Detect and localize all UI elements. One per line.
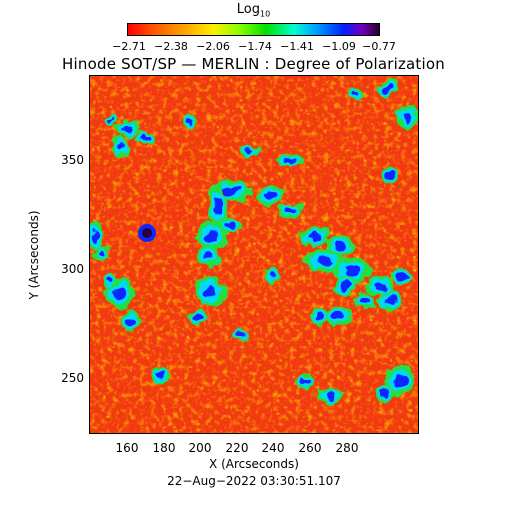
y-axis-label: Y (Arcseconds) (27, 210, 41, 300)
network-patch (186, 118, 194, 124)
network-patch (384, 296, 396, 306)
network-patch (202, 251, 214, 261)
x-tick-label: 180 (152, 441, 176, 455)
network-patch (316, 255, 334, 267)
network-patch (155, 372, 165, 380)
network-patch (397, 272, 407, 280)
colorbar-tick-label: −1.74 (238, 40, 272, 53)
network-patch (344, 265, 360, 277)
network-patch (98, 250, 106, 258)
colorbar-tick-label: −1.41 (280, 40, 314, 53)
network-patch (140, 135, 150, 141)
timestamp: 22−Aug−2022 03:30:51.107 (167, 474, 341, 488)
network-patch (236, 333, 244, 339)
network-patch (315, 312, 325, 320)
network-patch (107, 118, 113, 124)
x-tick-label: 260 (298, 441, 322, 455)
network-patch (213, 197, 223, 215)
colorbar-tick-label: −0.77 (362, 40, 396, 53)
network-patch (245, 148, 255, 154)
network-patch (116, 141, 124, 151)
network-patch (340, 281, 350, 291)
y-tick-label: 350 (61, 153, 84, 167)
colorbar-tick-label: −2.71 (112, 40, 146, 53)
network-patch (383, 84, 393, 92)
x-tick-label: 200 (188, 441, 212, 455)
network-patch (225, 222, 235, 230)
network-patch (332, 311, 344, 321)
pore-spot (142, 228, 152, 238)
network-patch (284, 207, 296, 215)
x-tick-label: 280 (335, 441, 359, 455)
network-patch (203, 285, 217, 297)
y-tick-label: 300 (61, 262, 84, 276)
plot-title: Hinode SOT/SP — MERLIN : Degree of Polar… (62, 55, 445, 73)
x-tick-label: 160 (115, 441, 139, 455)
x-tick-label: 220 (225, 441, 249, 455)
network-patch (125, 316, 135, 326)
network-patch (351, 91, 359, 97)
network-patch (380, 390, 390, 398)
colorbar-title: Log10 (0, 2, 507, 19)
network-patch (264, 191, 276, 201)
network-patch (324, 392, 336, 400)
colorbar-title-main: Log (236, 2, 261, 17)
network-patch (114, 287, 126, 301)
network-patch (284, 158, 296, 164)
network-patch (91, 230, 99, 242)
colorbar-tick-label: −2.06 (196, 40, 230, 53)
network-patch (122, 124, 134, 132)
network-patch (301, 377, 309, 385)
network-patch (269, 272, 277, 280)
colorbar (127, 23, 380, 36)
x-tick-label: 240 (261, 441, 285, 455)
colorbar-tick-label: −2.38 (154, 40, 188, 53)
network-patch (308, 231, 322, 241)
network-patch (374, 281, 386, 291)
network-patch (403, 110, 413, 122)
polarization-map-image (90, 76, 418, 433)
network-patch (334, 241, 346, 251)
network-patch (386, 172, 394, 180)
polarization-map (89, 75, 419, 434)
x-axis-label: X (Arcseconds) (209, 457, 299, 471)
network-patch (394, 374, 406, 388)
colorbar-tick-label: −1.09 (322, 40, 356, 53)
network-patch (205, 230, 219, 242)
network-patch (106, 277, 114, 285)
y-tick-label: 250 (61, 371, 84, 385)
network-patch (193, 312, 203, 320)
network-patch (360, 297, 370, 305)
colorbar-title-subscript: 10 (260, 9, 271, 19)
